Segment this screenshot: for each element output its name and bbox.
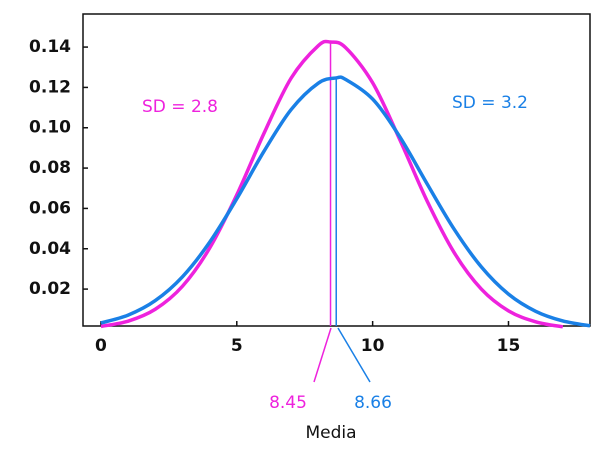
- x-tick-label: 10: [361, 336, 385, 356]
- mean-title: Media: [305, 423, 356, 443]
- y-tick-label: 0.12: [29, 77, 71, 97]
- y-tick-label: 0.14: [29, 37, 71, 57]
- mean-label: 8.66: [354, 393, 392, 413]
- x-tick-label: 5: [231, 336, 243, 356]
- annotation: SD = 3.2: [452, 93, 528, 113]
- x-tick-label: 15: [497, 336, 521, 356]
- y-tick-label: 0.04: [29, 239, 71, 259]
- annotation: SD = 2.8: [142, 97, 218, 117]
- x-tick-label: 0: [95, 336, 107, 356]
- mean-label: 8.45: [269, 393, 307, 413]
- curve: [100, 39, 564, 329]
- y-tick-label: 0.02: [29, 279, 71, 299]
- mean-leader: [337, 327, 371, 383]
- y-tick-label: 0.08: [29, 158, 71, 178]
- curve: [100, 75, 591, 328]
- y-tick-label: 0.10: [29, 118, 71, 138]
- mean-leader: [313, 327, 332, 383]
- y-tick-label: 0.06: [29, 198, 71, 218]
